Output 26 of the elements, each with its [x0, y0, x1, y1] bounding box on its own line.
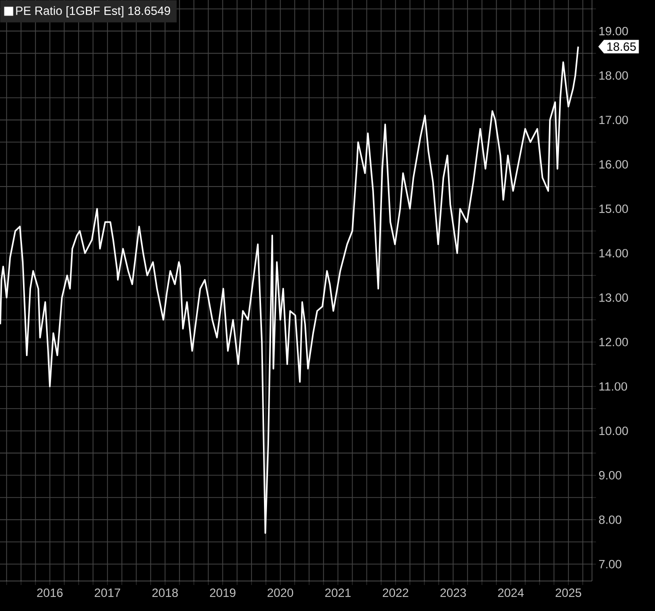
x-tick-label: 2022 [382, 588, 408, 597]
y-tick-label: 19.00 [599, 26, 628, 36]
x-tick-label: 2023 [440, 588, 466, 597]
y-tick-label: 13.00 [599, 293, 628, 302]
line-series [0, 46, 579, 534]
y-tick-label: 12.00 [599, 338, 628, 346]
x-tick-label: 2025 [556, 588, 582, 597]
y-tick-label: 7.00 [599, 560, 622, 568]
y-tick-label: 11.00 [599, 382, 628, 391]
y-tick-label: 10.00 [599, 426, 628, 436]
y-tick-label: 9.00 [599, 471, 622, 480]
x-tick-label: 2018 [152, 588, 178, 597]
y-tick-label: 14.00 [599, 248, 628, 258]
x-tick-label: 2016 [37, 588, 63, 597]
y-tick-label: 18.00 [599, 71, 628, 80]
x-tick-label: 2020 [268, 588, 294, 597]
y-tick-label: 16.00 [599, 160, 628, 169]
x-tick-label: 2021 [325, 588, 351, 597]
y-tick-label: 8.00 [599, 515, 622, 524]
x-tick-label: 2024 [498, 588, 524, 597]
x-tick-label: 2017 [94, 588, 120, 597]
y-tick-label: 17.00 [599, 116, 628, 124]
y-tick-label: 15.00 [599, 204, 628, 213]
x-tick-label: 2019 [210, 588, 236, 597]
text: 18.65 [607, 42, 636, 51]
legend-label: PE Ratio [1GBF Est] 18.6549 [16, 6, 170, 18]
